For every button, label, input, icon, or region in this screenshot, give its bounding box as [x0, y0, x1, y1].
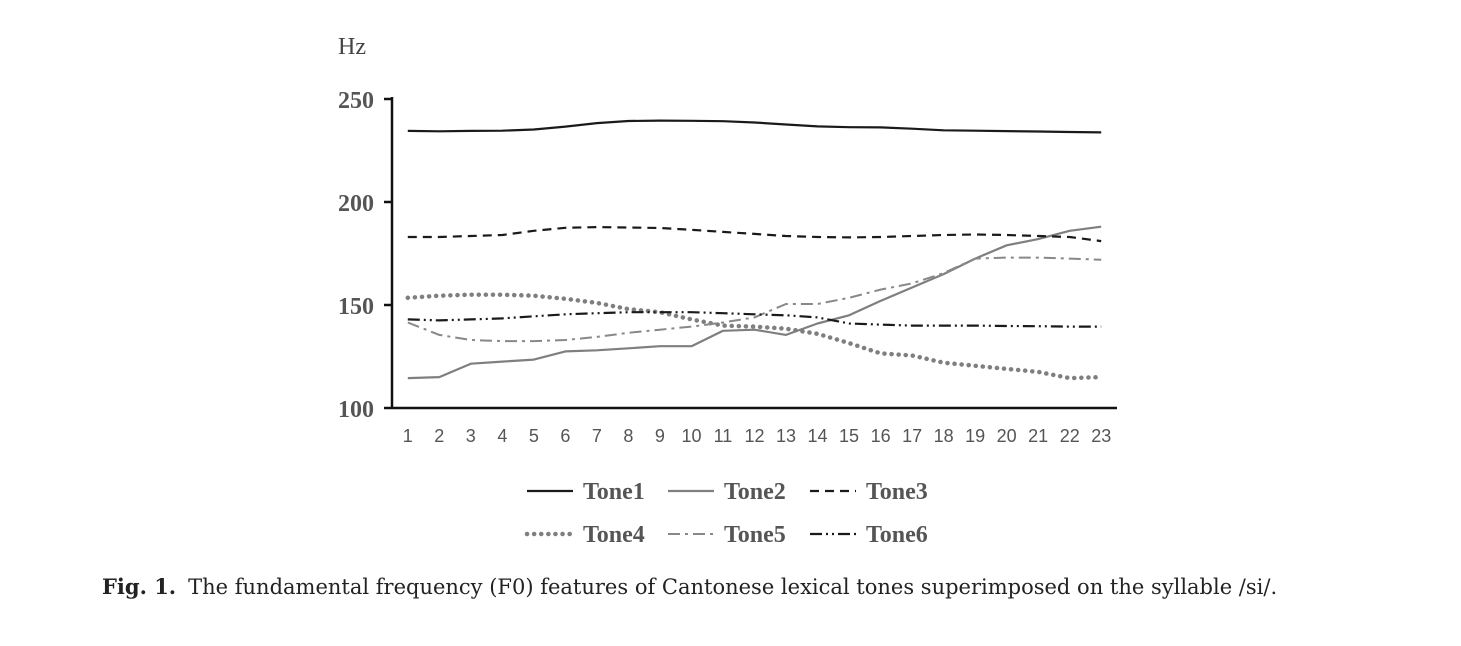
x-tick-label: 23	[1091, 426, 1111, 446]
figure-caption: Fig. 1. The fundamental frequency (F0) fe…	[102, 574, 1402, 599]
x-tick-label: 11	[714, 426, 733, 446]
x-tick-label: 18	[934, 426, 954, 446]
y-tick-label: 250	[338, 88, 374, 114]
caption-text: The fundamental frequency (F0) features …	[188, 575, 1278, 599]
series-line-tone3	[407, 226, 1102, 243]
x-tick-label: 13	[776, 426, 796, 446]
x-tick-label: 19	[965, 426, 985, 446]
legend-label-tone5: Tone5	[724, 522, 786, 548]
x-tick-label: 1	[403, 426, 413, 446]
series-line-tone2	[407, 225, 1102, 380]
x-tick-label: 14	[808, 426, 828, 446]
figure-label: Fig. 1.	[102, 574, 177, 599]
x-tick-label: 2	[434, 426, 444, 446]
x-tick-label: 17	[902, 426, 922, 446]
legend-label-tone6: Tone6	[866, 522, 928, 548]
x-tick-label: 15	[839, 426, 859, 446]
y-tick-label: 100	[338, 397, 374, 423]
x-tick-label: 9	[655, 426, 665, 446]
x-tick-label: 4	[497, 426, 507, 446]
x-tick-label: 8	[623, 426, 633, 446]
x-tick-label: 12	[744, 426, 764, 446]
x-tick-label: 6	[560, 426, 570, 446]
legend: Tone1 Tone2 Tone3 Tone4 Tone5 Tone6	[524, 479, 928, 548]
legend-label-tone4: Tone4	[583, 522, 645, 548]
x-tick-label: 7	[592, 426, 602, 446]
y-tick-label: 150	[338, 294, 374, 320]
x-tick-label: 3	[466, 426, 476, 446]
series-lines	[405, 119, 1104, 381]
legend-label-tone2: Tone2	[724, 479, 786, 505]
x-tick-label: 21	[1028, 426, 1048, 446]
y-unit-label: Hz	[338, 34, 366, 60]
series-line-tone1	[407, 119, 1102, 134]
x-tick-label: 16	[871, 426, 891, 446]
series-line-tone6	[407, 311, 1102, 328]
x-tick-label: 5	[529, 426, 539, 446]
y-tick-label: 200	[338, 191, 374, 217]
x-tick-label: 22	[1060, 426, 1080, 446]
legend-label-tone3: Tone3	[866, 479, 928, 505]
series-line-tone4	[405, 292, 1104, 381]
legend-label-tone1: Tone1	[583, 479, 645, 505]
x-tick-label: 20	[997, 426, 1017, 446]
series-line-tone5	[407, 256, 1102, 343]
x-tick-label: 10	[681, 426, 701, 446]
